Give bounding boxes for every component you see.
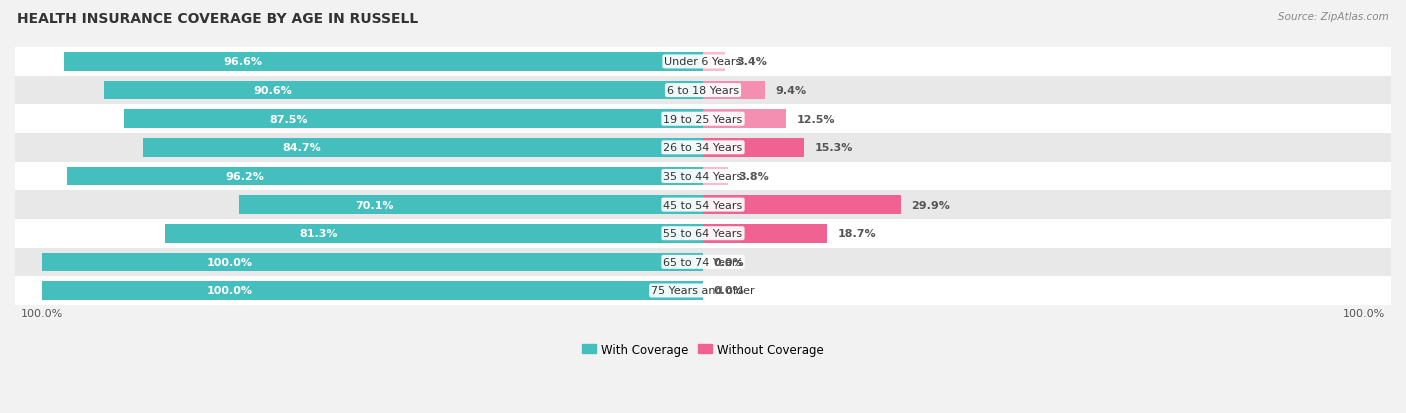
Bar bbox=[703, 167, 728, 186]
Text: 9.4%: 9.4% bbox=[776, 86, 807, 96]
FancyBboxPatch shape bbox=[15, 248, 1391, 276]
Bar bbox=[143, 139, 703, 157]
Bar bbox=[124, 110, 703, 129]
FancyBboxPatch shape bbox=[15, 191, 1391, 219]
Bar bbox=[239, 196, 703, 214]
Text: 0.0%: 0.0% bbox=[714, 286, 744, 296]
Text: 45 to 54 Years: 45 to 54 Years bbox=[664, 200, 742, 210]
FancyBboxPatch shape bbox=[15, 219, 1391, 248]
Text: 15.3%: 15.3% bbox=[814, 143, 853, 153]
Bar bbox=[703, 139, 804, 157]
Text: 81.3%: 81.3% bbox=[299, 229, 339, 239]
Text: 12.5%: 12.5% bbox=[796, 114, 835, 124]
Text: 84.7%: 84.7% bbox=[283, 143, 322, 153]
Text: Source: ZipAtlas.com: Source: ZipAtlas.com bbox=[1278, 12, 1389, 22]
Text: 65 to 74 Years: 65 to 74 Years bbox=[664, 257, 742, 267]
Text: 75 Years and older: 75 Years and older bbox=[651, 286, 755, 296]
Bar bbox=[42, 253, 703, 271]
Text: 100.0%: 100.0% bbox=[1343, 309, 1385, 318]
Text: 90.6%: 90.6% bbox=[253, 86, 292, 96]
Text: 29.9%: 29.9% bbox=[911, 200, 950, 210]
Text: 35 to 44 Years: 35 to 44 Years bbox=[664, 171, 742, 182]
Text: 55 to 64 Years: 55 to 64 Years bbox=[664, 229, 742, 239]
Text: 3.4%: 3.4% bbox=[737, 57, 766, 67]
Text: 70.1%: 70.1% bbox=[356, 200, 394, 210]
Text: 87.5%: 87.5% bbox=[269, 114, 308, 124]
Text: 19 to 25 Years: 19 to 25 Years bbox=[664, 114, 742, 124]
Text: 100.0%: 100.0% bbox=[207, 286, 253, 296]
Bar bbox=[104, 81, 703, 100]
Text: 3.8%: 3.8% bbox=[738, 171, 769, 182]
Legend: With Coverage, Without Coverage: With Coverage, Without Coverage bbox=[582, 343, 824, 356]
Text: HEALTH INSURANCE COVERAGE BY AGE IN RUSSELL: HEALTH INSURANCE COVERAGE BY AGE IN RUSS… bbox=[17, 12, 418, 26]
Bar bbox=[66, 167, 703, 186]
Text: 0.0%: 0.0% bbox=[714, 257, 744, 267]
FancyBboxPatch shape bbox=[15, 48, 1391, 76]
Text: 96.6%: 96.6% bbox=[224, 57, 263, 67]
Text: 26 to 34 Years: 26 to 34 Years bbox=[664, 143, 742, 153]
FancyBboxPatch shape bbox=[15, 134, 1391, 162]
FancyBboxPatch shape bbox=[15, 276, 1391, 305]
Bar bbox=[703, 110, 786, 129]
Text: 100.0%: 100.0% bbox=[21, 309, 63, 318]
Bar bbox=[703, 224, 827, 243]
Bar bbox=[65, 53, 703, 71]
Bar bbox=[703, 53, 725, 71]
Text: 18.7%: 18.7% bbox=[837, 229, 876, 239]
Bar bbox=[42, 282, 703, 300]
Text: 96.2%: 96.2% bbox=[226, 171, 264, 182]
Bar bbox=[703, 81, 765, 100]
FancyBboxPatch shape bbox=[15, 105, 1391, 134]
Bar bbox=[166, 224, 703, 243]
Bar bbox=[703, 196, 901, 214]
Text: Under 6 Years: Under 6 Years bbox=[665, 57, 741, 67]
FancyBboxPatch shape bbox=[15, 162, 1391, 191]
Text: 100.0%: 100.0% bbox=[207, 257, 253, 267]
FancyBboxPatch shape bbox=[15, 76, 1391, 105]
Text: 6 to 18 Years: 6 to 18 Years bbox=[666, 86, 740, 96]
